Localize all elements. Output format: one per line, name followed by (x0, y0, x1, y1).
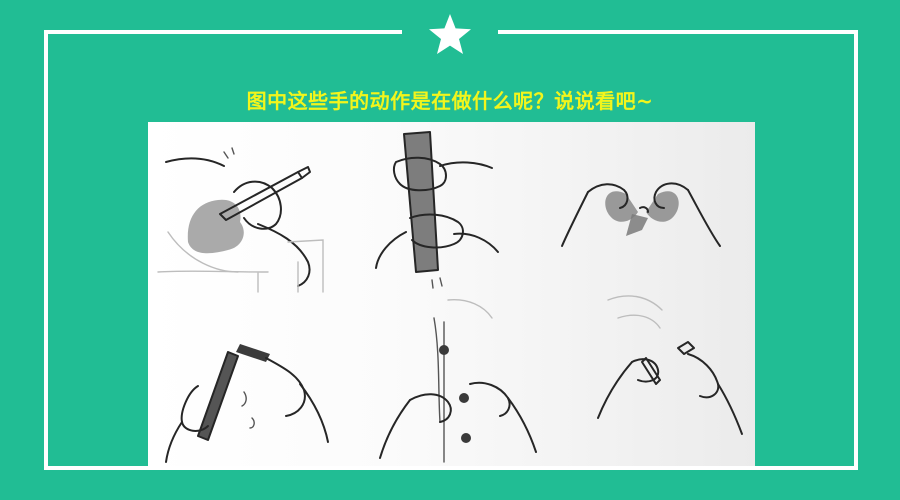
frame-top-right-line (498, 30, 858, 34)
panel-sharpening-pencil (165, 344, 329, 463)
panel-tying-bow (561, 182, 721, 247)
frame-left-line (44, 30, 48, 470)
frame-top-left-line (44, 30, 402, 34)
hand-actions-illustration (148, 122, 755, 466)
panel-threading-needle (597, 295, 743, 435)
panel-wringing (375, 131, 499, 289)
frame-right-line (854, 30, 858, 470)
star-icon (429, 14, 471, 54)
panel-buttoning (379, 299, 537, 463)
page-title: 图中这些手的动作是在做什么呢？说说看吧~ (246, 89, 654, 113)
frame-bottom-line (44, 466, 858, 470)
panel-painting (157, 147, 324, 293)
